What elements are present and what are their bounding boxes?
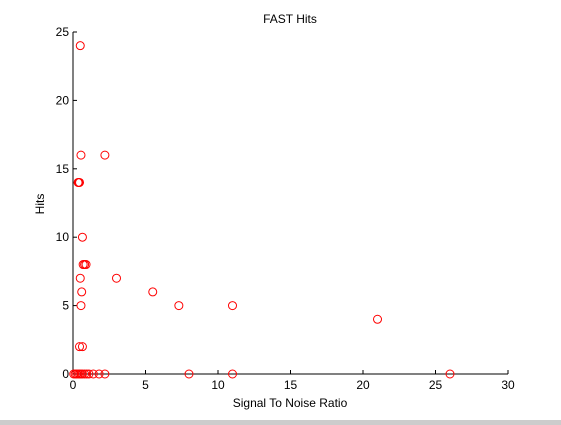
data-point: [184, 369, 194, 379]
y-tick-label: 5: [62, 299, 69, 313]
data-point: [75, 177, 85, 187]
data-point: [100, 369, 110, 379]
data-point: [373, 314, 382, 324]
x-tick-label: 20: [356, 378, 370, 392]
axes: 0 5 10 15 20 25 30 0 5 10 15 20 25: [56, 25, 515, 392]
data-point: [75, 273, 85, 283]
data-point: [84, 369, 94, 379]
y-tick-label: 20: [56, 93, 70, 107]
data-point: [174, 301, 184, 311]
data-point: [148, 287, 158, 297]
y-axis-label: Hits: [33, 194, 47, 215]
data-point: [77, 369, 87, 379]
plot-area: [73, 32, 508, 374]
x-tick-label: 10: [211, 378, 225, 392]
y-tick-label: 0: [62, 367, 69, 381]
data-point: [100, 150, 110, 160]
data-point: [82, 369, 92, 379]
chart-title: FAST Hits: [263, 12, 317, 26]
data-point: [228, 301, 237, 311]
data-point: [80, 369, 90, 379]
data-points: [69, 41, 455, 379]
data-point: [76, 150, 86, 160]
data-point: [76, 301, 86, 311]
data-point: [112, 273, 121, 283]
data-point: [77, 342, 87, 352]
data-point: [75, 41, 85, 51]
x-axis-label: Signal To Noise Ratio: [233, 396, 348, 410]
x-tick-label: 25: [429, 378, 443, 392]
data-point: [88, 369, 98, 379]
data-point: [77, 232, 87, 242]
data-point: [228, 369, 237, 379]
x-tick-label: 5: [142, 378, 149, 392]
x-tick-label: 30: [501, 378, 515, 392]
y-tick-label: 15: [56, 162, 70, 176]
x-tick-label: 15: [284, 378, 298, 392]
data-point: [77, 287, 87, 297]
data-point: [445, 369, 455, 379]
data-point: [81, 260, 91, 270]
y-tick-label: 25: [56, 25, 70, 39]
data-point: [75, 342, 85, 352]
x-tick-label: 0: [70, 378, 77, 392]
y-tick-label: 10: [56, 230, 70, 244]
data-point: [94, 369, 104, 379]
